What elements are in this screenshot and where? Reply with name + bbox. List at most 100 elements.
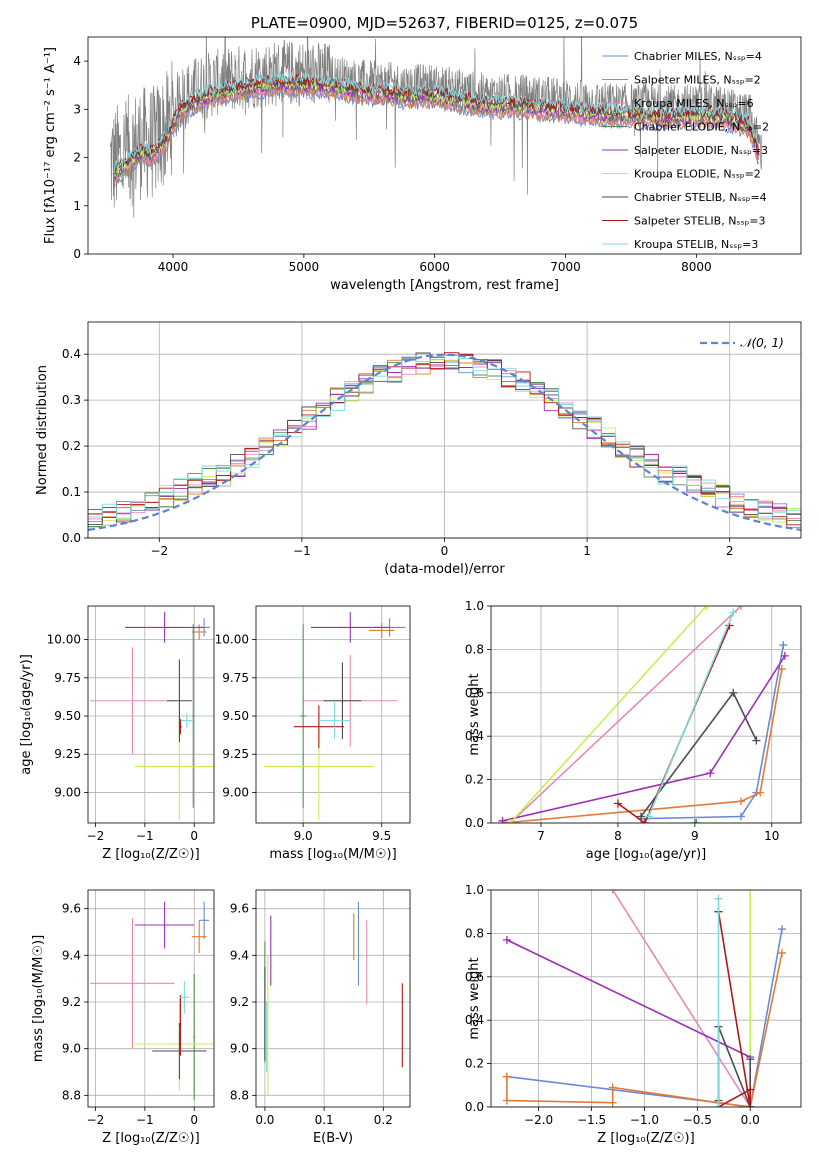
weight-vs-age-series-salpeter-elodie-marker-0 <box>498 816 507 823</box>
spectrum-ytick-label-0: 0 <box>73 247 81 261</box>
spectrum-legend: Chabrier MILES, Nₛₛₚ=4 Salpeter MILES, Nₛ… <box>602 50 769 251</box>
spectrum-legend-label-5: Kroupa ELODIE, Nₛₛₚ=2 <box>634 168 761 181</box>
age-vs-Z-xtick-label-0: −2 <box>87 829 105 843</box>
weight-vs-age-series-chabrier-stelib-marker-2 <box>752 736 761 745</box>
weight-vs-age-series-salpeter-elodie-marker-1 <box>706 769 715 778</box>
weight-vs-Z-ytick-label-3: 0.6 <box>465 970 484 984</box>
residuals-ytick-label-2: 0.2 <box>62 439 81 453</box>
mass-vs-ebv-xtick-label-1: 0.1 <box>315 1113 334 1127</box>
weight-vs-age-series-kroupa-elodie-marker-1 <box>702 606 711 610</box>
spectrum-ytick-label-4: 4 <box>73 54 81 68</box>
weight-vs-age-series-salpeter-miles <box>498 664 786 823</box>
mass-vs-ebv-axes: 0.0 0.1 0.2 8.8 9.0 9.2 9.4 9.6 E(B-V) <box>230 889 411 1146</box>
weight-vs-age-series-salpeter-miles-marker-1 <box>737 797 745 806</box>
residuals-plot-area <box>88 352 801 531</box>
spectrum-xtick-label-3: 7000 <box>550 260 581 274</box>
spectrum-xtick-label-0: 4000 <box>158 260 189 274</box>
age-vs-mass-point-salpeter-elodie <box>311 612 390 643</box>
weight-vs-age-series-chabrier-elodie <box>690 819 701 823</box>
weight-vs-age-series-kroupa-elodie <box>506 606 711 823</box>
spectrum-legend-label-7: Salpeter STELIB, Nₛₛₚ=3 <box>634 215 766 228</box>
mass-vs-Z-ytick-label-4: 9.6 <box>62 902 81 916</box>
age-vs-Z-ytick-label-4: 10.00 <box>47 633 81 647</box>
mass-vs-Z-xtick-label-2: 0 <box>190 1113 198 1127</box>
weight-vs-age-series-salpeter-elodie-line <box>502 655 786 822</box>
mass-vs-Z-ytick-label-2: 9.2 <box>62 995 81 1009</box>
residuals-xtick-label-2: 0 <box>441 544 449 558</box>
mass-vs-Z-ytick-label-0: 8.8 <box>62 1088 81 1102</box>
residuals-xtick-label-0: −2 <box>150 544 168 558</box>
age-vs-mass-ytick-label-0: 9.00 <box>222 785 249 799</box>
mass-vs-Z-ytick-label-1: 9.0 <box>62 1042 81 1056</box>
weight-vs-Z-xtick-label-1: −1.5 <box>577 1113 606 1127</box>
weight-vs-Z-series-salpeter-elodie-marker-0 <box>502 935 511 944</box>
weight-vs-age-series-salpeter-elodie-marker-2 <box>780 651 789 660</box>
weight-vs-age-series-salpeter-stelib-marker-1 <box>640 819 649 823</box>
spectrum-axes: 4000 5000 6000 7000 8000 0 1 2 3 4 wavelength [Ang… <box>43 36 802 293</box>
age-vs-Z-frame <box>87 605 215 824</box>
mass-vs-Z-point-kroupa-stelib <box>179 981 190 1014</box>
mass-vs-Z-point-salpeter-elodie <box>134 901 195 949</box>
weight-vs-Z-xtick-label-4: 0.0 <box>741 1113 760 1127</box>
residuals-xlabel: (data-model)/error <box>384 562 505 577</box>
weight-vs-age-series-salpeter-stelib <box>613 621 734 823</box>
age-vs-mass-point-chabrier-stelib <box>323 662 362 739</box>
residuals-ytick-label-0: 0.0 <box>62 531 81 545</box>
weight-vs-Z-series-salpeter-miles-marker-2 <box>608 1098 617 1107</box>
mass-vs-ebv-plot-area <box>264 901 403 1096</box>
mass-vs-Z-frame <box>87 889 215 1108</box>
age-vs-Z-ytick-label-1: 9.25 <box>54 747 81 761</box>
weight-vs-age-series-chabrier-miles-marker-1 <box>737 812 745 821</box>
mass-vs-Z-ylabel: mass [log₁₀(M/M☉)] <box>31 935 46 1062</box>
spectrum-model-kroupa-stelib <box>113 72 760 172</box>
weight-vs-Z-series-salpeter-stelib-line <box>717 911 751 1107</box>
weight-vs-Z-series-salpeter-elodie-line <box>506 939 751 1058</box>
age-vs-Z-xtick-label-1: −1 <box>136 829 154 843</box>
residuals-ytick-label-1: 0.1 <box>62 485 81 499</box>
weight-vs-age-series-kroupa-stelib-marker-1 <box>729 608 738 617</box>
age-vs-mass-xtick-label-0: 9.0 <box>294 829 313 843</box>
age-vs-mass-plot-area <box>263 612 406 820</box>
weight-vs-age-series-chabrier-stelib-marker-0 <box>637 812 645 821</box>
mass-vs-Z-point-chabrier-miles <box>199 901 210 939</box>
age-vs-mass-ytick-label-3: 9.75 <box>222 671 249 685</box>
age-vs-Z-xlabel: Z [log₁₀(Z/Z☉)] <box>102 847 199 862</box>
weight-vs-Z-xtick-label-0: −2.0 <box>524 1113 553 1127</box>
weight-vs-Z-series-salpeter-miles-marker-6 <box>777 948 786 957</box>
spectrum-frame <box>87 36 802 255</box>
weight-vs-Z-series-chabrier-stelib-line <box>717 1026 751 1107</box>
weight-vs-age-ytick-label-3: 0.6 <box>465 686 484 700</box>
weight-vs-Z-ylabel: mass weight <box>467 957 482 1039</box>
spectrum-legend-label-2: Kroupa MILES, Nₛₛₚ=6 <box>634 97 754 110</box>
mass-vs-Z-ytick-label-3: 9.4 <box>62 948 81 962</box>
age-vs-Z-xtick-label-2: 0 <box>190 829 198 843</box>
weight-vs-age-series-chabrier-miles-marker-3 <box>779 641 788 650</box>
histogram-salpeter-stelib <box>88 352 801 526</box>
weight-vs-age-series-salpeter-stelib-marker-0 <box>613 799 622 808</box>
weight-vs-Z-ytick-label-4: 0.8 <box>465 926 484 940</box>
mass-vs-Z-axes: −2 −1 0 8.8 9.0 9.2 9.4 9.6 Z [log₁₀(Z/Z☉)] mass … <box>31 889 215 1146</box>
spectrum-legend-label-6: Chabrier STELIB, Nₛₛₚ=4 <box>634 191 767 204</box>
weight-vs-age-ytick-label-1: 0.2 <box>465 773 484 787</box>
spectrum-legend-label-8: Kroupa STELIB, Nₛₛₚ=3 <box>634 238 758 251</box>
mass-vs-Z-point-salpeter-miles <box>191 920 207 953</box>
age-vs-mass-ytick-label-4: 10.00 <box>215 633 249 647</box>
weight-vs-age-series-kroupa-miles-line <box>509 606 742 823</box>
spectrum-model-salpeter-stelib <box>114 73 760 172</box>
mass-vs-Z-xlabel: Z [log₁₀(Z/Z☉)] <box>102 1131 199 1146</box>
age-vs-Z-point-chabrier-stelib <box>167 659 192 743</box>
residuals-ylabel: Normed distribution <box>35 365 50 495</box>
weight-vs-age-xtick-label-3: 10 <box>764 829 779 843</box>
weight-vs-Z-plot-area <box>502 890 786 1107</box>
weight-vs-Z-xtick-label-3: −0.5 <box>683 1113 712 1127</box>
mass-vs-Z-point-chabrier-elodie <box>193 974 196 1100</box>
weight-vs-age-series-chabrier-miles-line <box>640 644 785 820</box>
mass-vs-Z-plot-area <box>90 901 214 1100</box>
weight-vs-age-series-salpeter-miles-marker-3 <box>777 664 786 673</box>
mass-vs-ebv-ytick-label-2: 9.2 <box>230 995 249 1009</box>
residuals-axes: −2 −1 0 1 2 0.0 0.1 0.2 0.3 0.4 (data-model)/error… <box>35 321 802 577</box>
mass-vs-ebv-xlabel: E(B-V) <box>313 1131 353 1146</box>
weight-vs-age-series-kroupa-elodie-marker-0 <box>506 819 515 823</box>
weight-vs-Z-series-kroupa-elodie-marker-1 <box>746 890 755 894</box>
